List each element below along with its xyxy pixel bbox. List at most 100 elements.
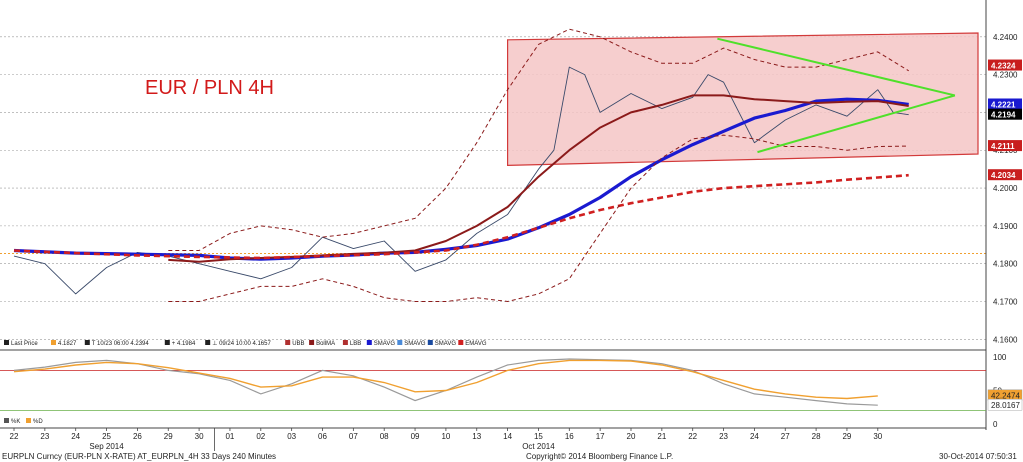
x-tick-label: 03 bbox=[287, 432, 296, 441]
oscillator-panel bbox=[0, 358, 986, 412]
channel-fill bbox=[507, 32, 979, 166]
oscillator-legend: %K %D bbox=[4, 418, 43, 425]
legend-swatch bbox=[366, 340, 372, 345]
x-tick-label: 24 bbox=[71, 432, 80, 441]
x-tick-label: 14 bbox=[503, 432, 512, 441]
legend-label: 4.1827 bbox=[58, 341, 77, 347]
month-label: Sep 2014 bbox=[89, 442, 124, 451]
legend-label: LBB bbox=[350, 341, 361, 347]
legend-swatch bbox=[427, 340, 433, 345]
triangle-pattern bbox=[717, 37, 956, 154]
x-tick-label: 15 bbox=[534, 432, 543, 441]
y-tick-label: 4.1800 bbox=[993, 260, 1018, 269]
x-tick-label: 08 bbox=[380, 432, 389, 441]
legend-swatch bbox=[458, 340, 464, 345]
y-tick-label: 4.1600 bbox=[993, 335, 1018, 344]
legend-swatch bbox=[164, 340, 170, 345]
osc-badge-label: 28.0167 bbox=[991, 401, 1020, 410]
x-tick-label: 28 bbox=[812, 432, 821, 441]
price-badge bbox=[988, 140, 1022, 152]
legend-label: SMAVG bbox=[435, 341, 457, 347]
price-badge-label: 4.2324 bbox=[991, 62, 1016, 71]
footer-right: 30-Oct-2014 07:50:31 bbox=[939, 452, 1017, 461]
y-tick-label: 4.2000 bbox=[993, 184, 1018, 193]
x-tick-label: 09 bbox=[411, 432, 420, 441]
legend-swatch bbox=[205, 340, 211, 345]
price-badge-label: 4.2034 bbox=[991, 171, 1016, 180]
legend-label: SMAVG bbox=[404, 341, 426, 347]
triangle-lower-line bbox=[757, 94, 956, 154]
osc-legend-label: %K bbox=[11, 419, 20, 425]
x-tick-label: 17 bbox=[596, 432, 605, 441]
legend-label: EMAVG bbox=[465, 341, 487, 347]
osc-legend-swatch bbox=[26, 418, 31, 423]
legend-label: UBB bbox=[292, 341, 304, 347]
ubb-line bbox=[168, 28, 909, 251]
osc-d-line bbox=[13, 359, 878, 400]
x-tick-label: 29 bbox=[164, 432, 173, 441]
price-badge-label: 4.2221 bbox=[991, 100, 1016, 109]
y-tick-label: 4.1700 bbox=[993, 298, 1018, 307]
osc-badge-label: 42.2474 bbox=[991, 392, 1020, 401]
x-tick-label: 20 bbox=[627, 432, 636, 441]
y-tick-label: 4.1900 bbox=[993, 222, 1018, 231]
legend-label: SMAVG bbox=[374, 341, 396, 347]
legend-label: + 4.1984 bbox=[172, 341, 196, 347]
lbb-line bbox=[168, 134, 909, 302]
x-tick-label: 01 bbox=[225, 432, 234, 441]
footer-center: Copyright© 2014 Bloomberg Finance L.P. bbox=[526, 452, 673, 461]
legend-swatch bbox=[342, 340, 348, 345]
osc-legend-label: %D bbox=[33, 419, 43, 425]
x-tick-label: 30 bbox=[873, 432, 882, 441]
x-tick-label: 22 bbox=[688, 432, 697, 441]
legend-label: T 10/23 06:00 4.2394 bbox=[92, 341, 150, 347]
price-badge bbox=[988, 169, 1022, 181]
price-badge bbox=[988, 98, 1022, 110]
osc-tick-label: 0 bbox=[993, 420, 998, 429]
x-tick-label: 25 bbox=[102, 432, 111, 441]
x-tick-label: 02 bbox=[256, 432, 265, 441]
bollma-line bbox=[168, 94, 909, 263]
footer-left: EURPLN Curncy (EUR-PLN X-RATE) AT_EURPLN… bbox=[2, 452, 276, 461]
y-tick-label: 4.2400 bbox=[993, 33, 1018, 42]
x-tick-label: 23 bbox=[719, 432, 728, 441]
x-tick-label: 10 bbox=[441, 432, 450, 441]
series-layer bbox=[13, 28, 909, 302]
x-tick-label: 27 bbox=[781, 432, 790, 441]
channel-box bbox=[507, 32, 979, 166]
x-tick-label: 29 bbox=[842, 432, 851, 441]
osc-legend-swatch bbox=[4, 418, 9, 423]
legend-swatch bbox=[397, 340, 403, 345]
x-tick-label: 07 bbox=[349, 432, 358, 441]
x-tick-label: 16 bbox=[565, 432, 574, 441]
chart-title: EUR / PLN 4H bbox=[145, 77, 274, 99]
price-badge bbox=[988, 59, 1022, 71]
legend-label: Last Price bbox=[11, 341, 38, 347]
x-tick-label: 30 bbox=[195, 432, 204, 441]
osc-badge bbox=[987, 399, 1023, 411]
x-tick-label: 26 bbox=[133, 432, 142, 441]
x-tick-label: 23 bbox=[40, 432, 49, 441]
legend-swatch bbox=[84, 340, 90, 345]
legend-swatch bbox=[51, 340, 56, 345]
x-tick-label: 21 bbox=[657, 432, 666, 441]
legend-swatch bbox=[285, 340, 291, 345]
triangle-upper-line bbox=[717, 37, 956, 97]
x-tick-label: 22 bbox=[10, 432, 19, 441]
date-axis: 22 23 24 25 26 29 30 01 02 03 06 07 08 09 10 13 14 15 16 17… bbox=[10, 428, 883, 451]
legend-swatch bbox=[4, 340, 9, 345]
y-tick-label: 4.2300 bbox=[993, 71, 1018, 80]
price-badge-label: 4.2194 bbox=[991, 111, 1016, 120]
legend-label: ⊥ 09/24 10:00 4.1657 bbox=[212, 340, 271, 347]
price-badge bbox=[988, 108, 1022, 120]
legend: Last Price 4.1827 T 10/23 06:00 4.2394 + 4.… bbox=[4, 340, 487, 347]
price-badge-label: 4.2111 bbox=[991, 142, 1015, 151]
x-tick-label: 13 bbox=[472, 432, 481, 441]
month-label: Oct 2014 bbox=[522, 442, 555, 451]
osc-tick-label: 100 bbox=[993, 353, 1007, 362]
legend-label: BollMA bbox=[316, 341, 335, 347]
x-tick-label: 06 bbox=[318, 432, 327, 441]
